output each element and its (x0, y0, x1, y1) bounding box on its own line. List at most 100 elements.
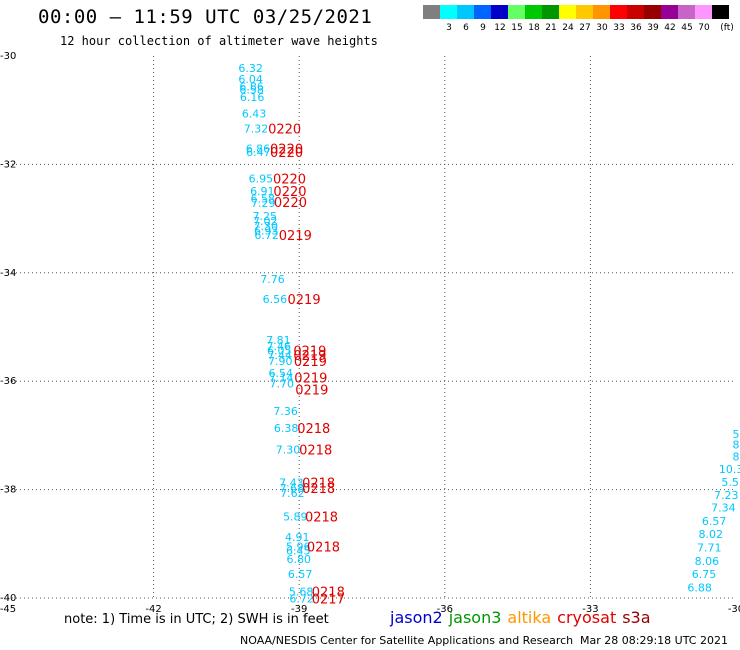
x-tick-label: -36 (437, 604, 453, 615)
color-scale-swatch (627, 5, 644, 19)
generation-timestamp: Mar 28 08:29:18 UTC 2021 (580, 634, 728, 647)
track-id-label: 0220 (273, 185, 306, 200)
y-tick-label: -40 (0, 593, 16, 604)
wave-height-label: 6.80 (286, 553, 311, 566)
track-id-label: 0219 (279, 229, 312, 244)
page-subtitle: 12 hour collection of altimeter wave hei… (60, 34, 378, 48)
color-scale-label: 70 (698, 23, 710, 33)
wave-height-label: 5.96 (286, 541, 311, 554)
color-scale-label: 33 (613, 23, 625, 33)
track-id-label: 0220 (274, 196, 307, 211)
wave-height-label: 6.86 (246, 143, 271, 156)
wave-height-label: 8.06 (695, 555, 720, 568)
color-scale-label: 9 (480, 23, 486, 33)
axis-tick-labels: -45 -42 -39 -36 -33 -30 -30 -32 -34 -36 -38 -40 (0, 51, 740, 615)
color-scale-swatch (525, 5, 542, 19)
wave-height-label: 6.05 (267, 344, 292, 357)
color-scale-label: 27 (579, 23, 591, 33)
wave-height-label: 6.47 (246, 146, 271, 159)
color-scale-label: 12 (494, 23, 506, 33)
wave-height-label: 7.68 (280, 482, 305, 495)
credit-line: NOAA/NESDIS Center for Satellite Applica… (240, 634, 574, 647)
wave-height-label: 7.02 (253, 215, 278, 228)
footnote: note: 1) Time is in UTC; 2) SWH is in fe… (64, 612, 329, 627)
wave-height-label: 8 (733, 451, 740, 464)
wave-height-label: 5.68 (289, 585, 314, 598)
wave-height-label: 7.44 (268, 349, 293, 362)
wave-height-label: 6.58 (251, 193, 276, 206)
wave-height-label: 7.14 (269, 371, 294, 384)
color-scale-label: 39 (647, 23, 659, 33)
track-id-label: 0220 (273, 172, 306, 187)
wave-height-label: 5 (733, 428, 740, 441)
wave-height-label: 10.3 (719, 463, 740, 476)
satellite-legend-item: jason3 (448, 608, 502, 627)
color-scale-label: 45 (681, 23, 693, 33)
color-scale-label: 21 (545, 23, 557, 33)
track-id-label: 0218 (305, 511, 338, 526)
track-id-label: 0219 (294, 371, 327, 386)
wave-height-label: 6.16 (240, 91, 265, 104)
wave-height-label: 7.43 (279, 477, 304, 490)
wave-height-label: 4.91 (285, 531, 310, 544)
track-id-label: 0220 (270, 146, 303, 161)
color-scale-swatch (457, 5, 474, 19)
wave-height-label: 6.43 (242, 107, 267, 120)
track-id-label: 0218 (299, 443, 332, 458)
wave-height-label: 6.72 (289, 593, 314, 606)
wave-height-label: 7.90 (268, 355, 293, 368)
color-scale-swatch (559, 5, 576, 19)
wave-height-label: 6.45 (286, 544, 311, 557)
wave-height-label: 6.72 (254, 229, 279, 242)
x-tick-label: -30 (728, 604, 740, 615)
y-tick-label: -30 (0, 51, 16, 62)
color-scale-swatch (644, 5, 661, 19)
color-scale-swatch (661, 5, 678, 19)
x-tick-label: -39 (291, 604, 307, 615)
track-id-label: 0219 (293, 349, 326, 364)
wave-height-label: 6.57 (702, 515, 727, 528)
wave-height-label: 6.54 (269, 367, 294, 380)
color-scale-swatch (474, 5, 491, 19)
color-scale-swatch (610, 5, 627, 19)
color-scale-label: 36 (630, 23, 642, 33)
y-tick-label: -32 (0, 159, 16, 170)
wave-height-label: 6.57 (288, 568, 313, 581)
satellite-legend-item: altika (507, 608, 552, 627)
wave-height-label: 7.25 (252, 210, 277, 223)
y-tick-label: -34 (0, 268, 16, 279)
y-tick-label: -38 (0, 485, 16, 496)
wave-height-label: 5.5 (721, 476, 739, 489)
wave-height-label: 7.62 (280, 487, 305, 500)
x-tick-label: -45 (0, 604, 16, 615)
wave-height-label: 7.71 (697, 542, 722, 555)
color-scale-label: 6 (463, 23, 469, 33)
wave-height-label: 6.75 (692, 568, 717, 581)
satellite-legend: jason2 jason3 altika cryosat s3a (390, 608, 657, 627)
wave-height-label: 6.93 (254, 225, 279, 238)
wave-height-label: 7.36 (273, 405, 298, 418)
grid-lines (8, 56, 736, 599)
track-id-labels: 0220022002200220022002200219021902190219… (268, 123, 345, 608)
wave-height-label: 6.95 (249, 172, 274, 185)
color-scale-swatch (678, 5, 695, 19)
wave-height-label: 7.70 (269, 377, 294, 390)
satellite-legend-item: s3a (622, 608, 651, 627)
track-id-label: 0217 (312, 593, 345, 608)
color-scale-label: 42 (664, 23, 676, 33)
wave-height-labels: 6.326.046.866.586.166.437.326.866.476.95… (238, 62, 740, 606)
wave-height-label: 7.32 (244, 123, 269, 136)
wave-height-label: 7.76 (260, 273, 285, 286)
track-id-label: 0219 (288, 293, 321, 308)
wave-height-label: 6.04 (238, 73, 263, 86)
x-tick-label: -42 (145, 604, 161, 615)
wave-height-label: 7.46 (267, 340, 292, 353)
track-id-label: 0219 (294, 355, 327, 370)
wave-height-label: 8 (733, 439, 740, 452)
color-scale-label: 3 (446, 23, 452, 33)
wave-height-label: 7.81 (266, 334, 291, 347)
wave-height-label: 6.91 (250, 185, 275, 198)
satellite-legend-item: cryosat (557, 608, 617, 627)
track-id-label: 0218 (302, 482, 335, 497)
